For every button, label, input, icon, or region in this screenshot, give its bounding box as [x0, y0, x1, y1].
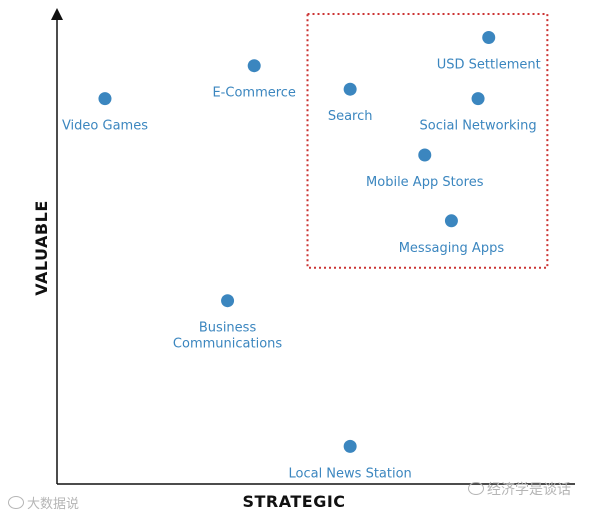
weibo-icon [8, 496, 24, 509]
data-point-label: Search [328, 109, 373, 124]
data-point [471, 92, 485, 106]
data-point [418, 148, 432, 162]
data-point-label: Local News Station [288, 466, 411, 481]
data-point [444, 214, 458, 228]
watermark-left: 大数据说 [8, 493, 79, 512]
data-point-label: Mobile App Stores [366, 175, 484, 190]
data-point-label: USD Settlement [437, 58, 541, 73]
data-point [343, 82, 357, 96]
data-point [247, 59, 261, 73]
data-point [482, 31, 496, 44]
x-axis-title: STRATEGIC [242, 492, 345, 511]
data-point-label: Messaging Apps [399, 241, 505, 256]
data-point [343, 439, 357, 453]
wechat-icon [468, 482, 484, 495]
y-axis-title: VALUABLE [32, 200, 51, 296]
data-point [221, 294, 235, 308]
watermark-right-text: 经济学是谈话 [487, 482, 571, 498]
points-layer: Video Games E-Commerce Search USD Settlemen… [62, 31, 541, 481]
data-point [98, 92, 112, 106]
watermark-right: 经济学是谈话 [468, 479, 571, 499]
data-point-label: E-Commerce [212, 86, 295, 101]
data-point-label: Social Networking [420, 119, 537, 134]
watermark-left-text: 大数据说 [27, 497, 80, 512]
highlight-region [306, 13, 549, 269]
data-point-label: Video Games [62, 119, 148, 134]
data-point-label: Communications [173, 337, 282, 352]
data-point-label: Business [199, 321, 257, 336]
